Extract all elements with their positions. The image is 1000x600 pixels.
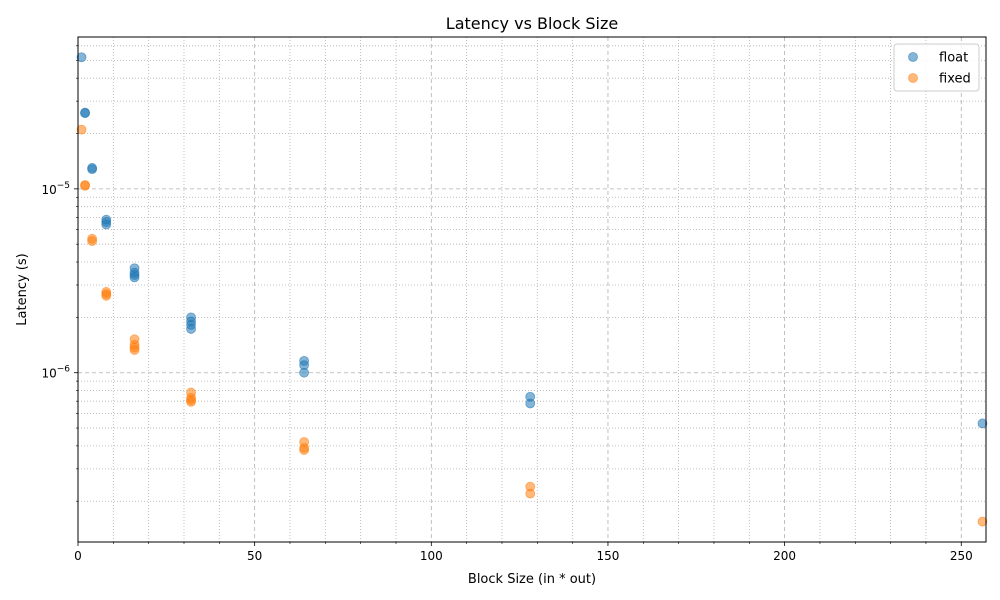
data-point-float <box>525 398 536 409</box>
legend-label-fixed: fixed <box>939 72 971 87</box>
data-point-float <box>101 219 112 230</box>
y-tick-label: 10−6 <box>41 365 70 381</box>
data-point-fixed <box>129 345 140 355</box>
legend-label-float: float <box>939 51 968 66</box>
data-point-float <box>299 367 310 378</box>
grid <box>78 37 986 542</box>
plot-frame <box>77 36 987 543</box>
y-axis-title: Latency (s) <box>15 253 30 325</box>
data-point-fixed <box>80 180 90 191</box>
data-point-float <box>977 418 988 429</box>
legend-marker-float <box>908 52 918 62</box>
axis-ticks: 0 50 100 150 200 250 10−6 10−5 <box>41 45 973 563</box>
data-point-fixed <box>525 488 536 499</box>
chart-title: Latency vs Block Size <box>446 14 618 33</box>
data-point-float <box>80 108 90 119</box>
x-tick-label: 200 <box>773 549 796 563</box>
x-tick-label: 250 <box>950 549 973 563</box>
x-tick-label: 0 <box>74 549 82 563</box>
data-point-float <box>87 164 98 175</box>
data-point-fixed <box>87 236 98 246</box>
data-point-float <box>76 52 87 63</box>
data-point-float <box>186 324 196 334</box>
data-points <box>76 52 988 527</box>
x-tick-label: 150 <box>597 549 620 563</box>
legend-marker-fixed <box>908 73 918 83</box>
data-point-fixed <box>76 124 87 135</box>
y-tick-label: 10−5 <box>41 181 70 197</box>
data-point-fixed <box>299 445 310 455</box>
data-point-fixed <box>977 516 988 527</box>
x-axis-title: Block Size (in * out) <box>468 572 596 587</box>
data-point-float <box>129 272 140 283</box>
x-tick-label: 100 <box>420 549 443 563</box>
x-tick-label: 50 <box>247 549 262 563</box>
data-point-fixed <box>186 396 196 407</box>
legend: float fixed <box>893 43 980 92</box>
data-point-fixed <box>101 290 112 301</box>
